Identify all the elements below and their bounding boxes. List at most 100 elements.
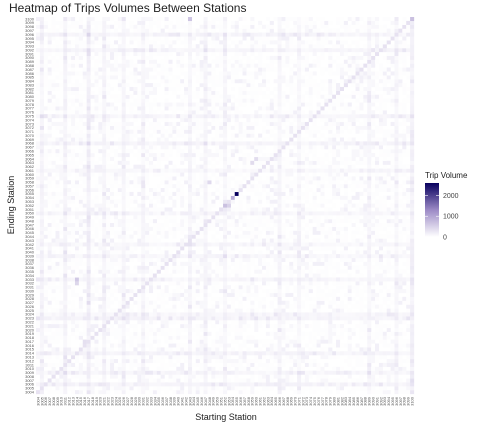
heatmap-cell (234, 184, 239, 189)
heatmap-cell (164, 106, 169, 111)
heatmap-cell (219, 71, 224, 76)
heatmap-cell (250, 362, 255, 367)
heatmap-cell (184, 83, 189, 88)
heatmap-cell (184, 261, 189, 266)
heatmap-cell (164, 79, 169, 84)
heatmap-cell (230, 149, 235, 154)
heatmap-cell (273, 343, 278, 348)
heatmap-cell (164, 153, 169, 158)
heatmap-cell (273, 222, 278, 228)
heatmap-cell (250, 160, 255, 165)
heatmap-cell (234, 121, 239, 126)
heatmap-cell (78, 44, 83, 49)
heatmap-cell (254, 28, 259, 33)
heatmap-cell (246, 390, 251, 395)
heatmap-cell (94, 114, 99, 119)
heatmap-cell (285, 374, 290, 379)
heatmap-cell (55, 320, 60, 325)
heatmap-cell (141, 207, 146, 212)
heatmap-cell (223, 98, 228, 103)
heatmap-cell (176, 366, 181, 371)
heatmap-cell (223, 118, 228, 123)
heatmap-cell (102, 106, 107, 111)
heatmap-cell (277, 292, 282, 297)
heatmap-cell (94, 199, 99, 204)
heatmap-cell (149, 257, 154, 263)
heatmap-cell (86, 55, 91, 60)
heatmap-cell (39, 44, 44, 49)
heatmap-cell (43, 257, 48, 263)
heatmap-cell (195, 94, 200, 99)
heatmap-cell (269, 351, 274, 356)
heatmap-cell (187, 172, 193, 177)
heatmap-cell (215, 273, 220, 278)
heatmap-cell (199, 48, 204, 53)
heatmap-cell (285, 32, 290, 37)
heatmap-cell (176, 168, 181, 173)
heatmap-cell (71, 98, 76, 103)
heatmap-cell (129, 359, 134, 364)
heatmap-cell (125, 316, 130, 321)
heatmap-cell (226, 106, 231, 111)
heatmap-cell (137, 71, 142, 76)
heatmap-cell (39, 273, 44, 278)
heatmap-cell (223, 137, 228, 142)
heatmap-cell (129, 254, 134, 259)
heatmap-cell (137, 292, 142, 297)
heatmap-cell (43, 374, 48, 379)
heatmap-cell (184, 125, 189, 130)
heatmap-cell (141, 48, 146, 53)
heatmap-cell (47, 83, 52, 88)
heatmap-cell (203, 40, 208, 45)
heatmap-cell (36, 195, 41, 200)
heatmap-cell (156, 222, 161, 228)
heatmap-cell (269, 63, 274, 68)
heatmap-cell (285, 20, 290, 25)
heatmap-cell (250, 172, 255, 177)
heatmap-cell (234, 20, 239, 25)
heatmap-cell (63, 382, 68, 387)
heatmap-cell (254, 48, 259, 53)
heatmap-cell (51, 114, 56, 119)
heatmap-cell (172, 335, 177, 340)
heatmap-cell (74, 281, 80, 286)
heatmap-cell (117, 351, 122, 356)
heatmap-cell (63, 199, 68, 204)
heatmap-cell (195, 153, 200, 158)
heatmap-cell (129, 242, 134, 247)
heatmap-cell (230, 242, 235, 247)
heatmap-cell (215, 316, 220, 321)
heatmap-cell (117, 94, 122, 99)
heatmap-cell (203, 44, 208, 49)
heatmap-cell (74, 28, 80, 33)
heatmap-cell (219, 265, 224, 270)
heatmap-cell (164, 180, 169, 185)
heatmap-cell (71, 102, 76, 107)
heatmap-cell (285, 254, 290, 259)
heatmap-cell (141, 153, 146, 158)
heatmap-cell (242, 86, 247, 91)
heatmap-cell (211, 28, 216, 33)
heatmap-cell (78, 118, 83, 123)
heatmap-cell (51, 137, 56, 142)
heatmap-cell (90, 199, 95, 204)
heatmap-cell (102, 125, 107, 130)
heatmap-cell (86, 362, 91, 367)
heatmap-cell (281, 172, 286, 177)
heatmap-cell (102, 36, 107, 41)
heatmap-cell (211, 172, 216, 177)
heatmap-cell (164, 145, 169, 150)
heatmap-cell (121, 320, 126, 325)
heatmap-cell (71, 390, 76, 395)
heatmap-cell (152, 277, 157, 282)
heatmap-cell (207, 149, 212, 154)
heatmap-cell (82, 176, 87, 181)
heatmap-cell (164, 230, 169, 235)
heatmap-cell (191, 292, 196, 297)
heatmap-cell (234, 106, 239, 111)
heatmap-cell (199, 121, 204, 126)
heatmap-cell (145, 98, 150, 103)
heatmap-cell (250, 366, 255, 371)
heatmap-cell (187, 215, 193, 220)
heatmap-cell (168, 129, 173, 134)
